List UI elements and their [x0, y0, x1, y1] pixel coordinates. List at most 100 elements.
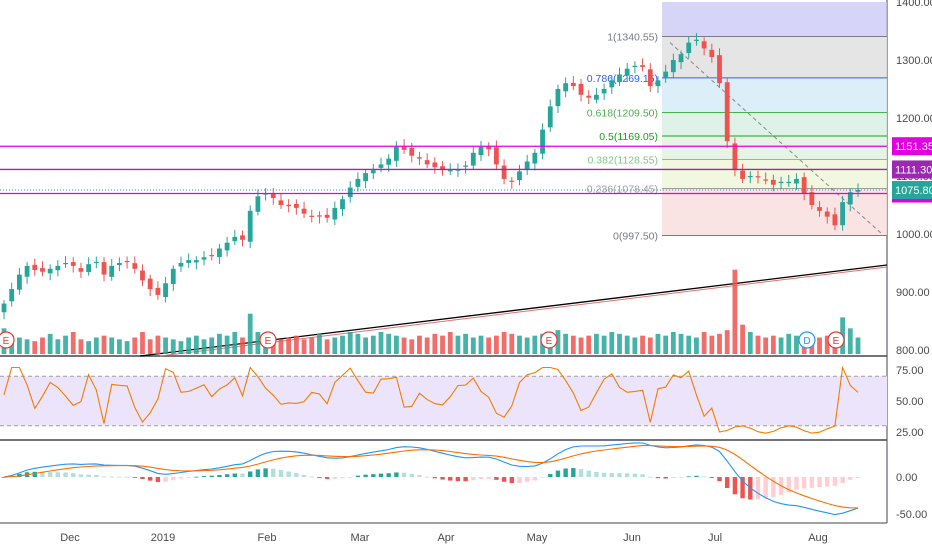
candle — [632, 65, 638, 67]
candle — [270, 192, 276, 199]
candle — [217, 248, 222, 258]
candle — [78, 268, 84, 272]
event-marker[interactable] — [0, 331, 15, 349]
candle — [440, 166, 445, 170]
macd-histogram-bar — [709, 477, 715, 478]
volume-bar — [32, 341, 38, 354]
volume-bar — [209, 337, 215, 354]
macd-histogram-bar — [178, 477, 184, 479]
volume-bar — [78, 339, 84, 354]
candle — [109, 265, 115, 277]
macd-histogram-bar — [71, 473, 76, 477]
candle — [855, 189, 861, 192]
volume-bar — [409, 339, 415, 354]
macd-histogram-bar — [240, 473, 245, 477]
macd-histogram-bar — [63, 472, 68, 477]
fib-zone — [662, 112, 887, 136]
volume-bar — [163, 337, 168, 354]
macd-histogram-bar — [317, 477, 322, 478]
volume-bar — [632, 337, 638, 354]
fib-level-label: 0.5(1169.05) — [599, 131, 658, 143]
volume-bar — [609, 332, 615, 354]
volume-bar — [240, 337, 245, 354]
candle — [293, 203, 299, 208]
price-tag — [892, 137, 932, 156]
price-axis-tick: 1200.00 — [896, 113, 932, 125]
volume-bar — [478, 335, 484, 354]
time-axis-label: Feb — [258, 532, 277, 544]
macd-histogram-bar — [32, 471, 37, 477]
candle — [32, 264, 38, 270]
candle — [378, 164, 384, 168]
fib-zone — [662, 188, 887, 236]
candle — [63, 263, 68, 265]
candle — [763, 179, 769, 181]
time-axis-label: Jun — [623, 532, 641, 544]
volume-bar — [332, 337, 338, 354]
candle — [140, 270, 145, 281]
candle — [301, 208, 307, 214]
event-marker[interactable] — [540, 331, 558, 349]
candle — [609, 80, 615, 88]
macd-histogram-bar — [217, 474, 222, 477]
macd-histogram-bar — [224, 474, 230, 477]
candle — [709, 49, 715, 58]
candle — [278, 200, 284, 205]
candle — [386, 158, 392, 165]
candle — [147, 278, 153, 290]
volume-bar — [370, 335, 376, 354]
candle — [724, 82, 730, 142]
volume-bar — [524, 337, 530, 354]
volume-bar — [47, 333, 53, 354]
time-axis-label: Jul — [708, 532, 722, 544]
candle — [86, 264, 92, 273]
fib-zone — [662, 36, 887, 78]
candle — [601, 89, 607, 94]
volume-bar — [509, 333, 515, 354]
macd-histogram-bar — [586, 470, 591, 477]
macd-histogram-bar — [678, 477, 684, 478]
event-marker[interactable] — [259, 331, 277, 349]
rsi-axis-tick: 25.00 — [896, 427, 924, 439]
volume-bar — [324, 339, 330, 354]
macd-histogram-bar — [94, 474, 99, 477]
macd-histogram-bar — [371, 474, 376, 477]
macd-histogram-bar — [117, 476, 122, 478]
macd-histogram-bar — [801, 477, 807, 489]
macd-histogram-bar — [509, 477, 514, 484]
macd-histogram-bar — [209, 475, 214, 477]
macd-histogram-bar — [132, 477, 137, 478]
candle — [747, 176, 753, 178]
candle — [355, 178, 361, 187]
candle — [447, 170, 453, 172]
candle — [555, 89, 561, 107]
volume-bar — [640, 335, 645, 354]
volume-bar — [24, 339, 30, 354]
candle — [670, 60, 676, 73]
volume-bar — [701, 332, 707, 354]
volume-bar — [186, 337, 192, 354]
macd-histogram-bar — [848, 477, 853, 480]
candle — [655, 80, 661, 87]
macd-axis-tick: -50.00 — [896, 509, 927, 521]
candle — [493, 147, 499, 165]
candle — [470, 152, 476, 166]
volume-bar — [447, 332, 453, 354]
volume-bar — [824, 335, 830, 354]
event-marker[interactable] — [827, 331, 845, 349]
macd-histogram-bar — [548, 473, 553, 477]
volume-bar — [170, 339, 176, 354]
fib-trend-line — [669, 42, 883, 235]
volume-bar — [101, 335, 107, 354]
macd-histogram-bar — [448, 477, 453, 481]
macd-histogram-bar — [732, 477, 738, 495]
macd-histogram-bar — [486, 477, 491, 479]
candle — [40, 268, 45, 272]
volume-bar — [255, 332, 261, 354]
volume-bar — [109, 337, 115, 354]
event-marker[interactable] — [798, 331, 816, 349]
candle — [732, 143, 738, 171]
volume-bar — [386, 333, 392, 354]
